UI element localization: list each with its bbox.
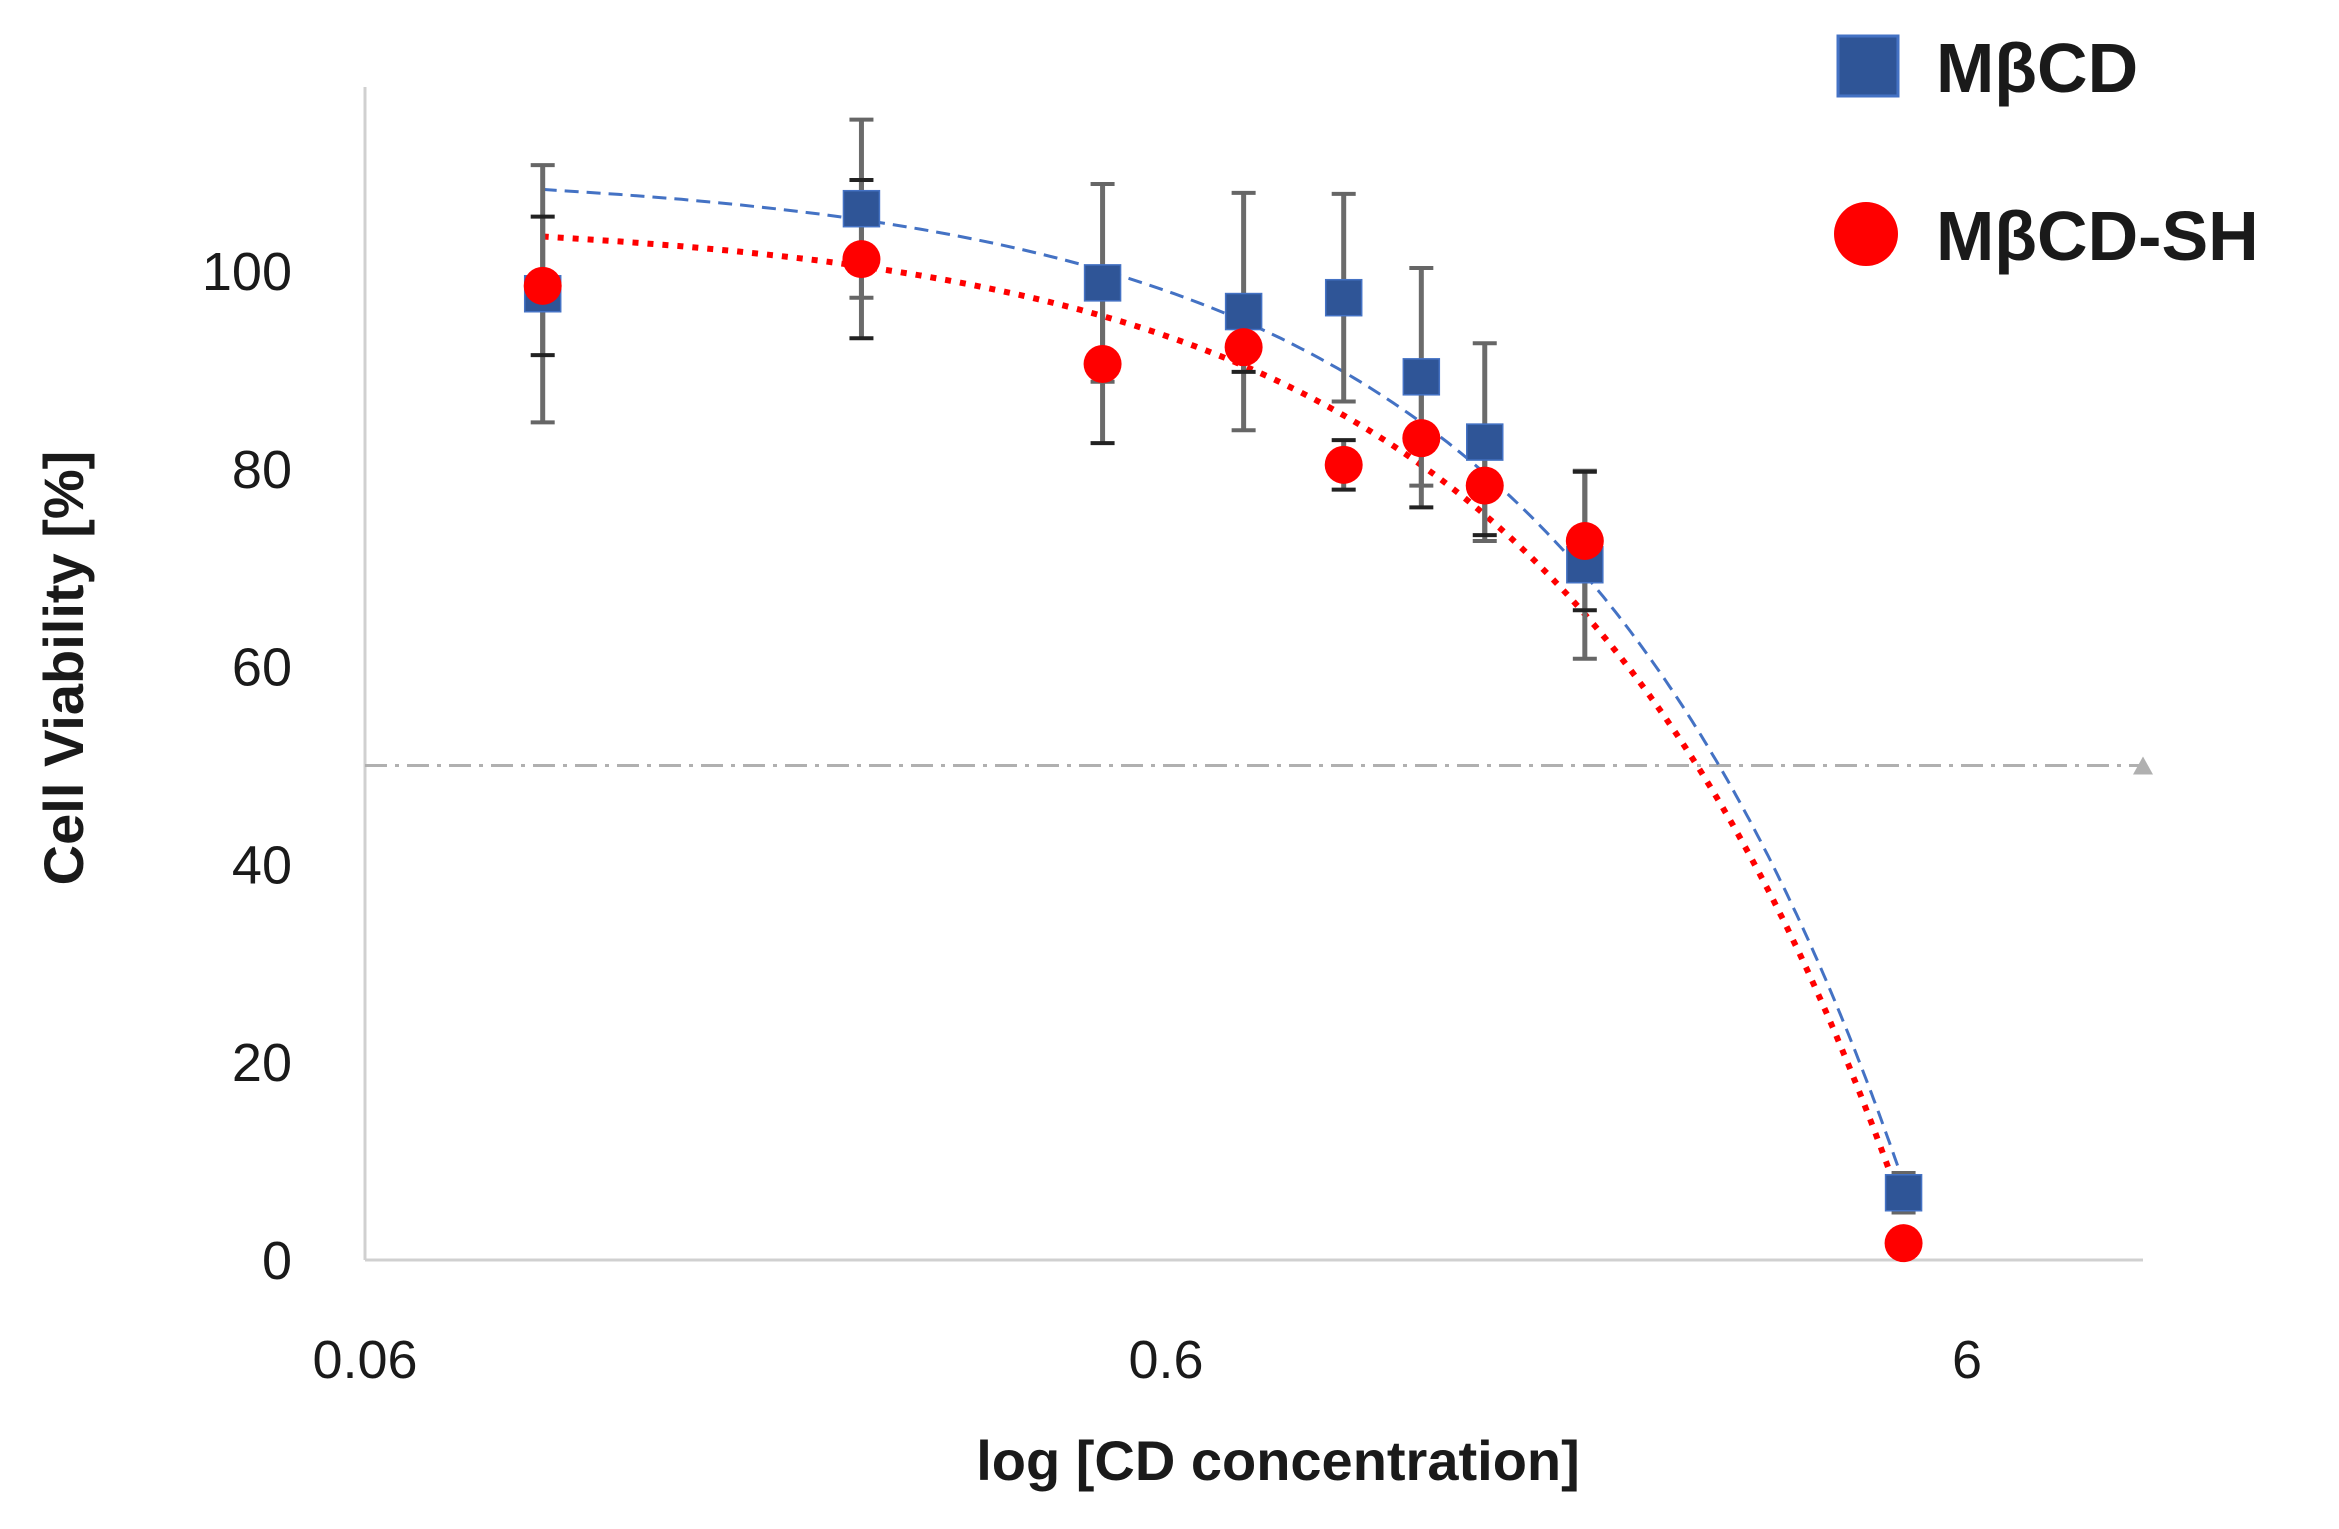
- data-point-mbcd-sh: [1324, 445, 1363, 484]
- y-axis-title: Cell Viability [%]: [32, 451, 95, 886]
- trendlines: [542, 187, 1907, 1212]
- reference-line-triangle-marker: [2133, 756, 2153, 775]
- data-point-mbcd: [1224, 292, 1263, 331]
- data-point-mbcd: [842, 189, 881, 228]
- data-point-mbcd: [1083, 264, 1122, 302]
- trendline-mbcd-sh: [542, 233, 1907, 1212]
- data-point-mbcd: [1884, 1173, 1923, 1212]
- axes: [363, 87, 2143, 1262]
- y-tick-label: 60: [232, 638, 292, 698]
- legend-marker-mbcd: [1836, 34, 1900, 98]
- legend-label-mbcd-sh: MβCD-SH: [1936, 197, 2259, 275]
- data-point-mbcd-sh: [842, 240, 881, 279]
- y-tick-label: 40: [232, 835, 292, 895]
- error-bars: [530, 117, 1916, 1256]
- data-point-mbcd: [1324, 278, 1363, 317]
- data-point-mbcd-sh: [1884, 1224, 1923, 1263]
- y-tick-label: 0: [262, 1231, 292, 1291]
- data-point-mbcd-sh: [1083, 344, 1122, 383]
- x-tick-label: 0.06: [312, 1330, 417, 1390]
- data-point-mbcd: [1466, 423, 1504, 461]
- legend-marker-mbcd-sh: [1834, 202, 1898, 266]
- y-tick-label: 100: [202, 242, 292, 302]
- data-point-mbcd-sh: [1224, 328, 1263, 367]
- data-points: [523, 189, 1923, 1263]
- trendline-mbcd: [542, 187, 1906, 1184]
- legend: MβCD MβCD-SH: [1834, 29, 2259, 275]
- data-point-mbcd-sh: [523, 266, 562, 305]
- y-tick-label: 80: [232, 440, 292, 500]
- x-tick-label: 0.6: [1128, 1330, 1203, 1390]
- data-point-mbcd-sh: [1465, 466, 1504, 505]
- x-tick-label: 6: [1952, 1330, 1982, 1390]
- reference-line-50: [365, 756, 2153, 775]
- legend-label-mbcd: MβCD: [1936, 29, 2138, 107]
- data-point-mbcd-sh: [1402, 419, 1441, 458]
- data-point-mbcd: [1402, 358, 1441, 396]
- y-tick-label: 20: [232, 1033, 292, 1093]
- data-point-mbcd-sh: [1565, 521, 1604, 560]
- x-axis-title: log [CD concentration]: [976, 1429, 1580, 1492]
- tick-labels: 0 20 40 60 80 100 0.06 0.6 6: [202, 242, 1982, 1390]
